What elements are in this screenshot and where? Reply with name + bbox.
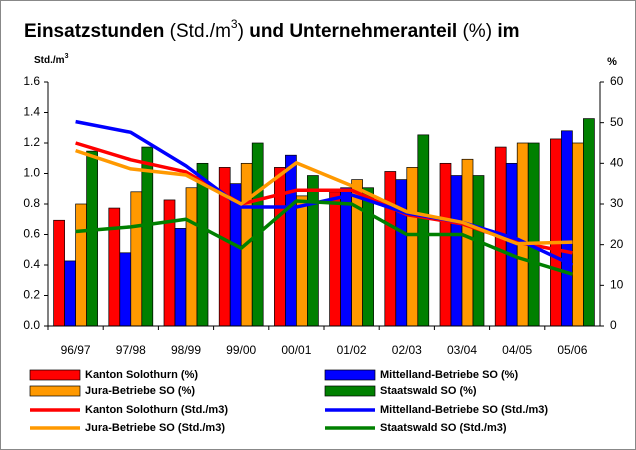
- title-part: (Std./m: [164, 21, 231, 42]
- y-label-part: Std./m: [34, 55, 65, 66]
- bar: [417, 134, 430, 327]
- line: [75, 148, 573, 246]
- bar: [472, 175, 485, 327]
- bar: [163, 199, 176, 327]
- bar: [274, 167, 286, 327]
- bar: [340, 187, 352, 327]
- title-part: im: [497, 21, 519, 42]
- bar: [296, 195, 308, 327]
- bar: [362, 187, 374, 327]
- y-axis-label: Std./m3: [34, 53, 69, 65]
- title-part: und Unternehmeranteil: [249, 21, 457, 42]
- x-tick-label: 02/03: [392, 343, 422, 357]
- y-tick-label: 1.4: [23, 105, 40, 119]
- y2-tick-label: 40: [610, 156, 624, 170]
- y-tick-label: 0.2: [23, 288, 40, 302]
- legend-label: Staatswald SO (%): [380, 385, 477, 397]
- bar: [550, 138, 562, 327]
- bar: [439, 162, 452, 327]
- bar: [185, 187, 198, 327]
- bar: [196, 162, 209, 327]
- legend-label: Jura-Betriebe SO (Std./m3): [85, 422, 225, 434]
- bar: [395, 179, 408, 327]
- bar: [527, 142, 540, 327]
- legend-label: Mittelland-Betriebe SO (Std./m3): [380, 404, 548, 416]
- bar: [461, 158, 474, 327]
- bar: [572, 142, 584, 327]
- bar: [108, 207, 121, 327]
- y-tick-label: 0.8: [23, 196, 40, 210]
- chart-title: Einsatzstunden (Std./m3) und Unternehmer…: [24, 17, 520, 42]
- legend-label: Jura-Betriebe SO (%): [85, 385, 195, 397]
- bar: [119, 252, 132, 327]
- bar: [329, 191, 341, 327]
- bar: [450, 175, 463, 327]
- legend-swatch: [324, 385, 376, 397]
- x-tick-label: 04/05: [502, 343, 532, 357]
- x-tick-label: 96/97: [61, 343, 91, 357]
- title-part: (%): [457, 21, 497, 42]
- x-tick-label: 00/01: [281, 343, 311, 357]
- x-tick-label: 03/04: [447, 343, 477, 357]
- bar: [174, 228, 187, 327]
- bar: [75, 203, 87, 327]
- y-tick-label: 0.6: [23, 227, 40, 241]
- bar: [285, 154, 297, 327]
- bar: [516, 142, 529, 327]
- x-tick-label: 97/98: [116, 343, 146, 357]
- legend-swatch: [29, 369, 81, 381]
- y-tick-label: 1.2: [23, 135, 40, 149]
- y2-axis-label: %: [607, 56, 617, 68]
- legend-label: Kanton Solothurn (Std./m3): [85, 404, 228, 416]
- bar: [141, 146, 154, 327]
- bar: [307, 175, 319, 327]
- legend-label: Mittelland-Betriebe SO (%): [380, 369, 518, 381]
- y-tick-label: 1.6: [23, 74, 40, 88]
- bar: [130, 191, 143, 327]
- x-tick-label: 05/06: [557, 343, 587, 357]
- line: [75, 199, 573, 276]
- bar: [86, 150, 98, 327]
- x-tick-label: 98/99: [171, 343, 201, 357]
- bar: [384, 171, 397, 327]
- bar: [53, 219, 65, 327]
- legend-swatch: [324, 369, 376, 381]
- y2-tick-label: 30: [610, 196, 624, 210]
- y2-tick-label: 20: [610, 237, 624, 251]
- title-part: Einsatzstunden: [24, 21, 164, 42]
- y2-tick-label: 60: [610, 74, 624, 88]
- bar: [583, 118, 595, 327]
- bar: [406, 167, 419, 327]
- legend-swatch: [29, 385, 81, 397]
- y2-tick-label: 50: [610, 115, 624, 129]
- legend-label: Kanton Solothurn (%): [85, 369, 198, 381]
- bar: [64, 260, 76, 327]
- x-tick-label: 99/00: [226, 343, 256, 357]
- y2-tick-label: 10: [610, 278, 624, 292]
- y-tick-label: 0.4: [23, 257, 40, 271]
- y-tick-label: 1.0: [23, 166, 40, 180]
- y-tick-label: 0.0: [23, 318, 40, 332]
- y-label-part: 3: [65, 53, 69, 60]
- bar: [351, 179, 363, 327]
- bar: [561, 130, 573, 327]
- title-part: 3: [231, 17, 238, 31]
- title-part: ): [238, 21, 250, 42]
- legend-label: Staatswald SO (Std./m3): [380, 422, 507, 434]
- y2-tick-label: 0: [610, 318, 617, 332]
- x-tick-label: 01/02: [337, 343, 367, 357]
